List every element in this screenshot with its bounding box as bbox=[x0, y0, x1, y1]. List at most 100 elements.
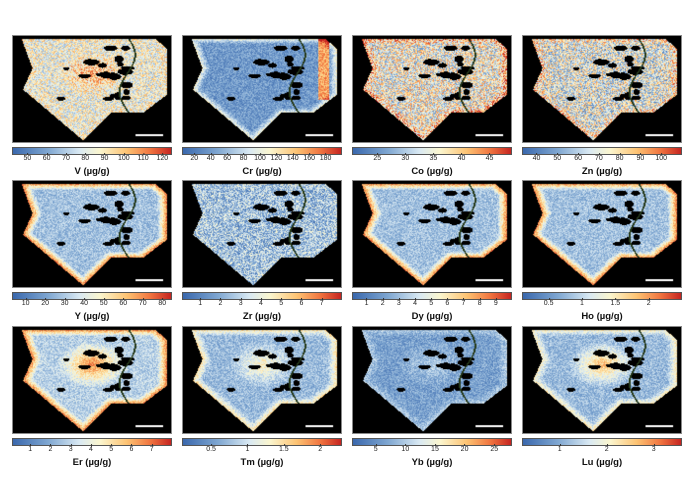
tick-label: 6 bbox=[129, 444, 134, 453]
element-panel-zr: 1 2 3 4 5 6 7 Zr (µg/g) bbox=[182, 180, 342, 322]
element-panel-lu: 1 2 3 Lu (µg/g) bbox=[522, 326, 682, 468]
tick-label: 70 bbox=[62, 153, 70, 162]
tick-label: 2 bbox=[646, 298, 651, 307]
tick-label: 0.5 bbox=[543, 298, 554, 307]
tick-label: 6 bbox=[299, 298, 304, 307]
tick-label: 60 bbox=[42, 153, 51, 162]
element-panel-cr: 20 40 60 80 100 120 140 160 180 Cr (µg/g) bbox=[182, 35, 342, 177]
tick-label: 20 bbox=[460, 444, 469, 453]
element-panel-co: 25 30 35 40 45 Co (µg/g) bbox=[352, 35, 512, 177]
colorbar bbox=[352, 438, 512, 446]
colorbar bbox=[522, 147, 682, 155]
tick-label: 180 bbox=[319, 153, 332, 162]
tick-label: 2 bbox=[604, 444, 609, 453]
tick-label: 80 bbox=[81, 153, 90, 162]
colorbar bbox=[182, 292, 342, 300]
colorbar bbox=[522, 292, 682, 300]
tick-label: 40 bbox=[457, 153, 466, 162]
colorbar-label: Zn (µg/g) bbox=[581, 166, 623, 177]
tick-label: 60 bbox=[223, 153, 232, 162]
tick-label: 80 bbox=[615, 153, 624, 162]
tick-label: 50 bbox=[99, 298, 108, 307]
tick-label: 2 bbox=[48, 444, 53, 453]
colorbar-ticks: 1 2 3 4 5 6 7 bbox=[12, 444, 172, 457]
colorbar-label: Yb (µg/g) bbox=[411, 457, 453, 468]
element-map-cr bbox=[182, 35, 342, 143]
tick-label: 10 bbox=[21, 298, 30, 307]
colorbar-ticks: 40 50 60 70 80 90 100 bbox=[522, 153, 682, 166]
tick-label: 120 bbox=[156, 153, 169, 162]
tick-label: 25 bbox=[373, 153, 382, 162]
tick-label: 80 bbox=[158, 298, 167, 307]
tick-label: 40 bbox=[532, 153, 541, 162]
tick-label: 120 bbox=[270, 153, 283, 162]
colorbar-ticks: 1 2 3 4 5 6 7 8 9 bbox=[352, 298, 512, 311]
tick-label: 3 bbox=[238, 298, 243, 307]
tick-label: 20 bbox=[41, 298, 50, 307]
tick-label: 110 bbox=[137, 153, 149, 162]
tick-label: 10 bbox=[401, 444, 410, 453]
tick-label: 5 bbox=[373, 444, 378, 453]
element-panel-er: 1 2 3 4 5 6 7 Er (µg/g) bbox=[12, 326, 172, 468]
colorbar-ticks: 25 30 35 40 45 bbox=[352, 153, 512, 166]
tick-label: 2 bbox=[218, 298, 223, 307]
tick-label: 5 bbox=[429, 298, 434, 307]
tick-label: 1.5 bbox=[278, 444, 289, 453]
tick-label: 4 bbox=[89, 444, 93, 453]
element-map-ho bbox=[522, 180, 682, 288]
colorbar bbox=[12, 147, 172, 155]
tick-label: 4 bbox=[413, 298, 417, 307]
colorbar-ticks: 1 2 3 4 5 6 7 bbox=[182, 298, 342, 311]
colorbar-ticks: 0.5 1 1.5 2 bbox=[522, 298, 682, 311]
tick-label: 45 bbox=[485, 153, 494, 162]
element-panel-ho: 0.5 1 1.5 2 Ho (µg/g) bbox=[522, 180, 682, 322]
element-panel-v: 50 60 70 80 90 100 110 120 V (µg/g) bbox=[12, 35, 172, 177]
colorbar-label: Er (µg/g) bbox=[72, 457, 112, 468]
tick-label: 5 bbox=[109, 444, 114, 453]
colorbar-label: Dy (µg/g) bbox=[411, 311, 453, 322]
tick-label: 90 bbox=[636, 153, 645, 162]
colorbar bbox=[352, 147, 512, 155]
colorbar-label: Cr (µg/g) bbox=[242, 166, 282, 177]
tick-label: 60 bbox=[574, 153, 582, 162]
tick-label: 1.5 bbox=[610, 298, 621, 307]
tick-label: 3 bbox=[651, 444, 656, 453]
tick-label: 1 bbox=[245, 444, 250, 453]
tick-label: 50 bbox=[553, 153, 562, 162]
element-map-dy bbox=[352, 180, 512, 288]
element-map-co bbox=[352, 35, 512, 143]
tick-label: 1 bbox=[364, 298, 369, 307]
colorbar bbox=[182, 438, 342, 446]
element-panel-zn: 40 50 60 70 80 90 100 Zn (µg/g) bbox=[522, 35, 682, 177]
colorbar-ticks: 5 10 15 20 25 bbox=[352, 444, 512, 457]
colorbar-label: Co (µg/g) bbox=[411, 166, 453, 177]
element-map-er bbox=[12, 326, 172, 434]
element-panel-yb: 5 10 15 20 25 Yb (µg/g) bbox=[352, 326, 512, 468]
element-panel-tm: 0.5 1 1.5 2 Tm (µg/g) bbox=[182, 326, 342, 468]
tick-label: 15 bbox=[431, 444, 439, 453]
tick-label: 1 bbox=[198, 298, 203, 307]
tick-label: 4 bbox=[259, 298, 263, 307]
element-map-zr bbox=[182, 180, 342, 288]
tick-label: 70 bbox=[138, 298, 147, 307]
tick-label: 0.5 bbox=[206, 444, 216, 453]
element-map-yb bbox=[352, 326, 512, 434]
colorbar bbox=[12, 438, 172, 446]
tick-label: 35 bbox=[429, 153, 438, 162]
colorbar-label: V (µg/g) bbox=[74, 166, 110, 177]
tick-label: 60 bbox=[119, 298, 128, 307]
tick-label: 3 bbox=[396, 298, 401, 307]
tick-label: 30 bbox=[60, 298, 69, 307]
tick-label: 80 bbox=[239, 153, 248, 162]
colorbar-label: Y (µg/g) bbox=[74, 311, 110, 322]
tick-label: 2 bbox=[380, 298, 385, 307]
tick-label: 2 bbox=[318, 444, 323, 453]
tick-label: 7 bbox=[149, 444, 154, 453]
tick-label: 6 bbox=[445, 298, 450, 307]
colorbar-label: Zr (µg/g) bbox=[242, 311, 282, 322]
element-map-tm bbox=[182, 326, 342, 434]
colorbar-label: Tm (µg/g) bbox=[240, 457, 284, 468]
tick-label: 1 bbox=[557, 444, 562, 453]
tick-label: 1 bbox=[28, 444, 33, 453]
tick-label: 140 bbox=[286, 153, 299, 162]
